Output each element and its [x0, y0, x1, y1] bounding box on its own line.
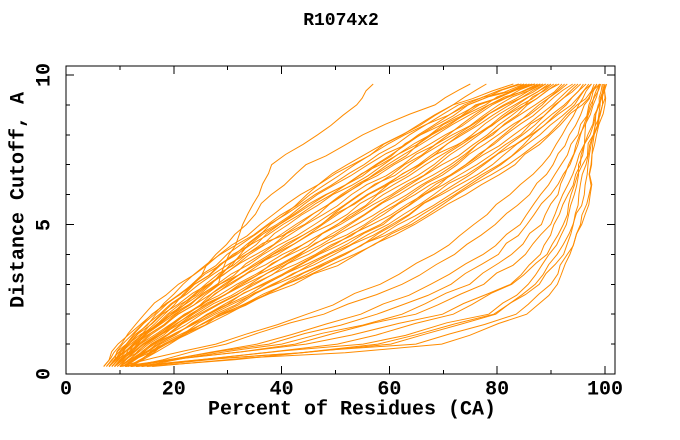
model-curve	[114, 83, 544, 367]
model-curve	[141, 83, 601, 367]
model-curve	[125, 83, 582, 367]
model-curve	[111, 83, 541, 367]
model-curve	[119, 83, 560, 367]
model-curve	[119, 83, 557, 367]
model-curve	[119, 83, 555, 367]
y-tick-label: 0	[33, 367, 57, 381]
curve-lines	[103, 83, 608, 367]
model-curve	[111, 83, 536, 367]
axis-box	[65, 65, 616, 375]
y-tick-label: 5	[33, 218, 57, 231]
model-curve	[130, 83, 592, 367]
x-tick-label: 0	[59, 378, 73, 402]
chart-title: R1074x2	[303, 11, 379, 31]
model-curve	[125, 83, 576, 367]
model-curve	[141, 83, 606, 367]
plot-border	[65, 65, 616, 375]
model-curve	[108, 83, 536, 367]
model-curve	[130, 83, 604, 367]
model-curve	[130, 83, 600, 367]
model-curve	[130, 83, 603, 367]
model-curve	[103, 83, 514, 367]
model-curve	[108, 83, 530, 367]
model-curve	[119, 83, 592, 367]
model-curve	[106, 83, 522, 367]
model-curve	[114, 83, 546, 367]
model-curve	[114, 83, 374, 367]
model-curve	[108, 83, 527, 367]
x-tick-label: 100	[586, 378, 624, 402]
x-axis-title: Percent of Residues (CA)	[207, 398, 497, 422]
model-curve	[106, 83, 525, 367]
model-curve	[136, 83, 606, 367]
model-curve	[108, 83, 471, 367]
model-curve	[116, 83, 552, 367]
model-curve	[130, 83, 595, 367]
y-tick-label: 10	[33, 62, 57, 88]
model-curve	[124, 83, 579, 367]
y-axis-title: Distance Cutoff, A	[7, 91, 31, 309]
model-curve	[119, 83, 563, 367]
model-curve	[122, 83, 568, 367]
model-curve	[125, 83, 602, 367]
x-tick-label: 40	[269, 378, 294, 402]
model-curve	[152, 83, 606, 367]
x-tick-label: 80	[485, 378, 510, 402]
model-curve	[119, 83, 565, 367]
x-tick-label: 60	[377, 378, 402, 402]
model-curve	[119, 83, 598, 367]
x-tick-label: 20	[161, 378, 186, 402]
